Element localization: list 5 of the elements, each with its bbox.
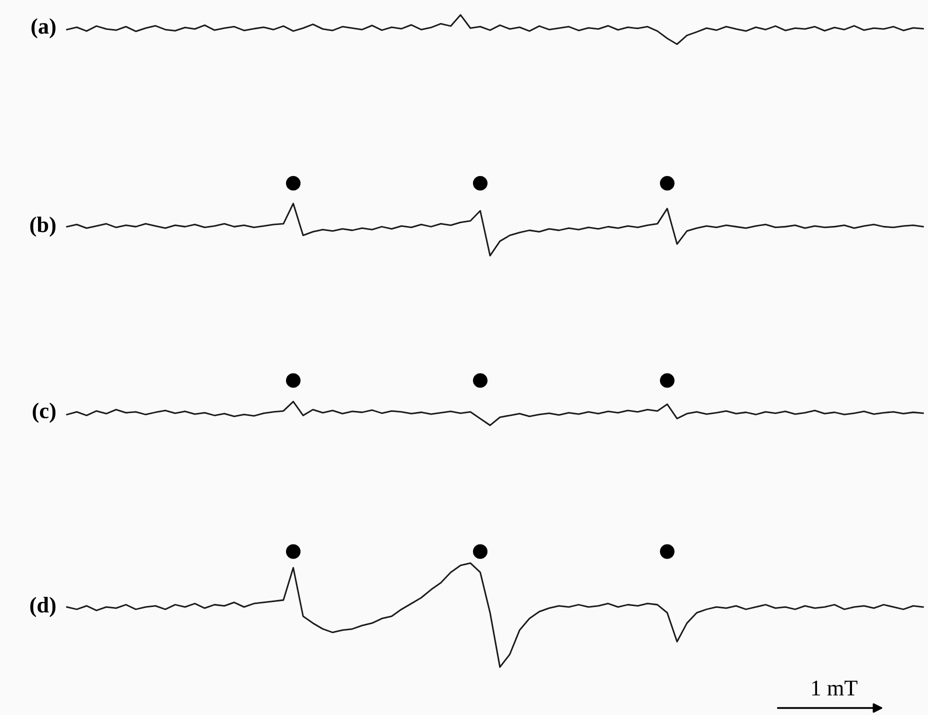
text: 1 mT bbox=[812, 680, 858, 696]
text: (b) bbox=[30, 216, 56, 237]
text: (c) bbox=[32, 402, 56, 423]
chart-title: (a) bbox=[32, 18, 56, 38]
text: (d) bbox=[30, 596, 56, 618]
